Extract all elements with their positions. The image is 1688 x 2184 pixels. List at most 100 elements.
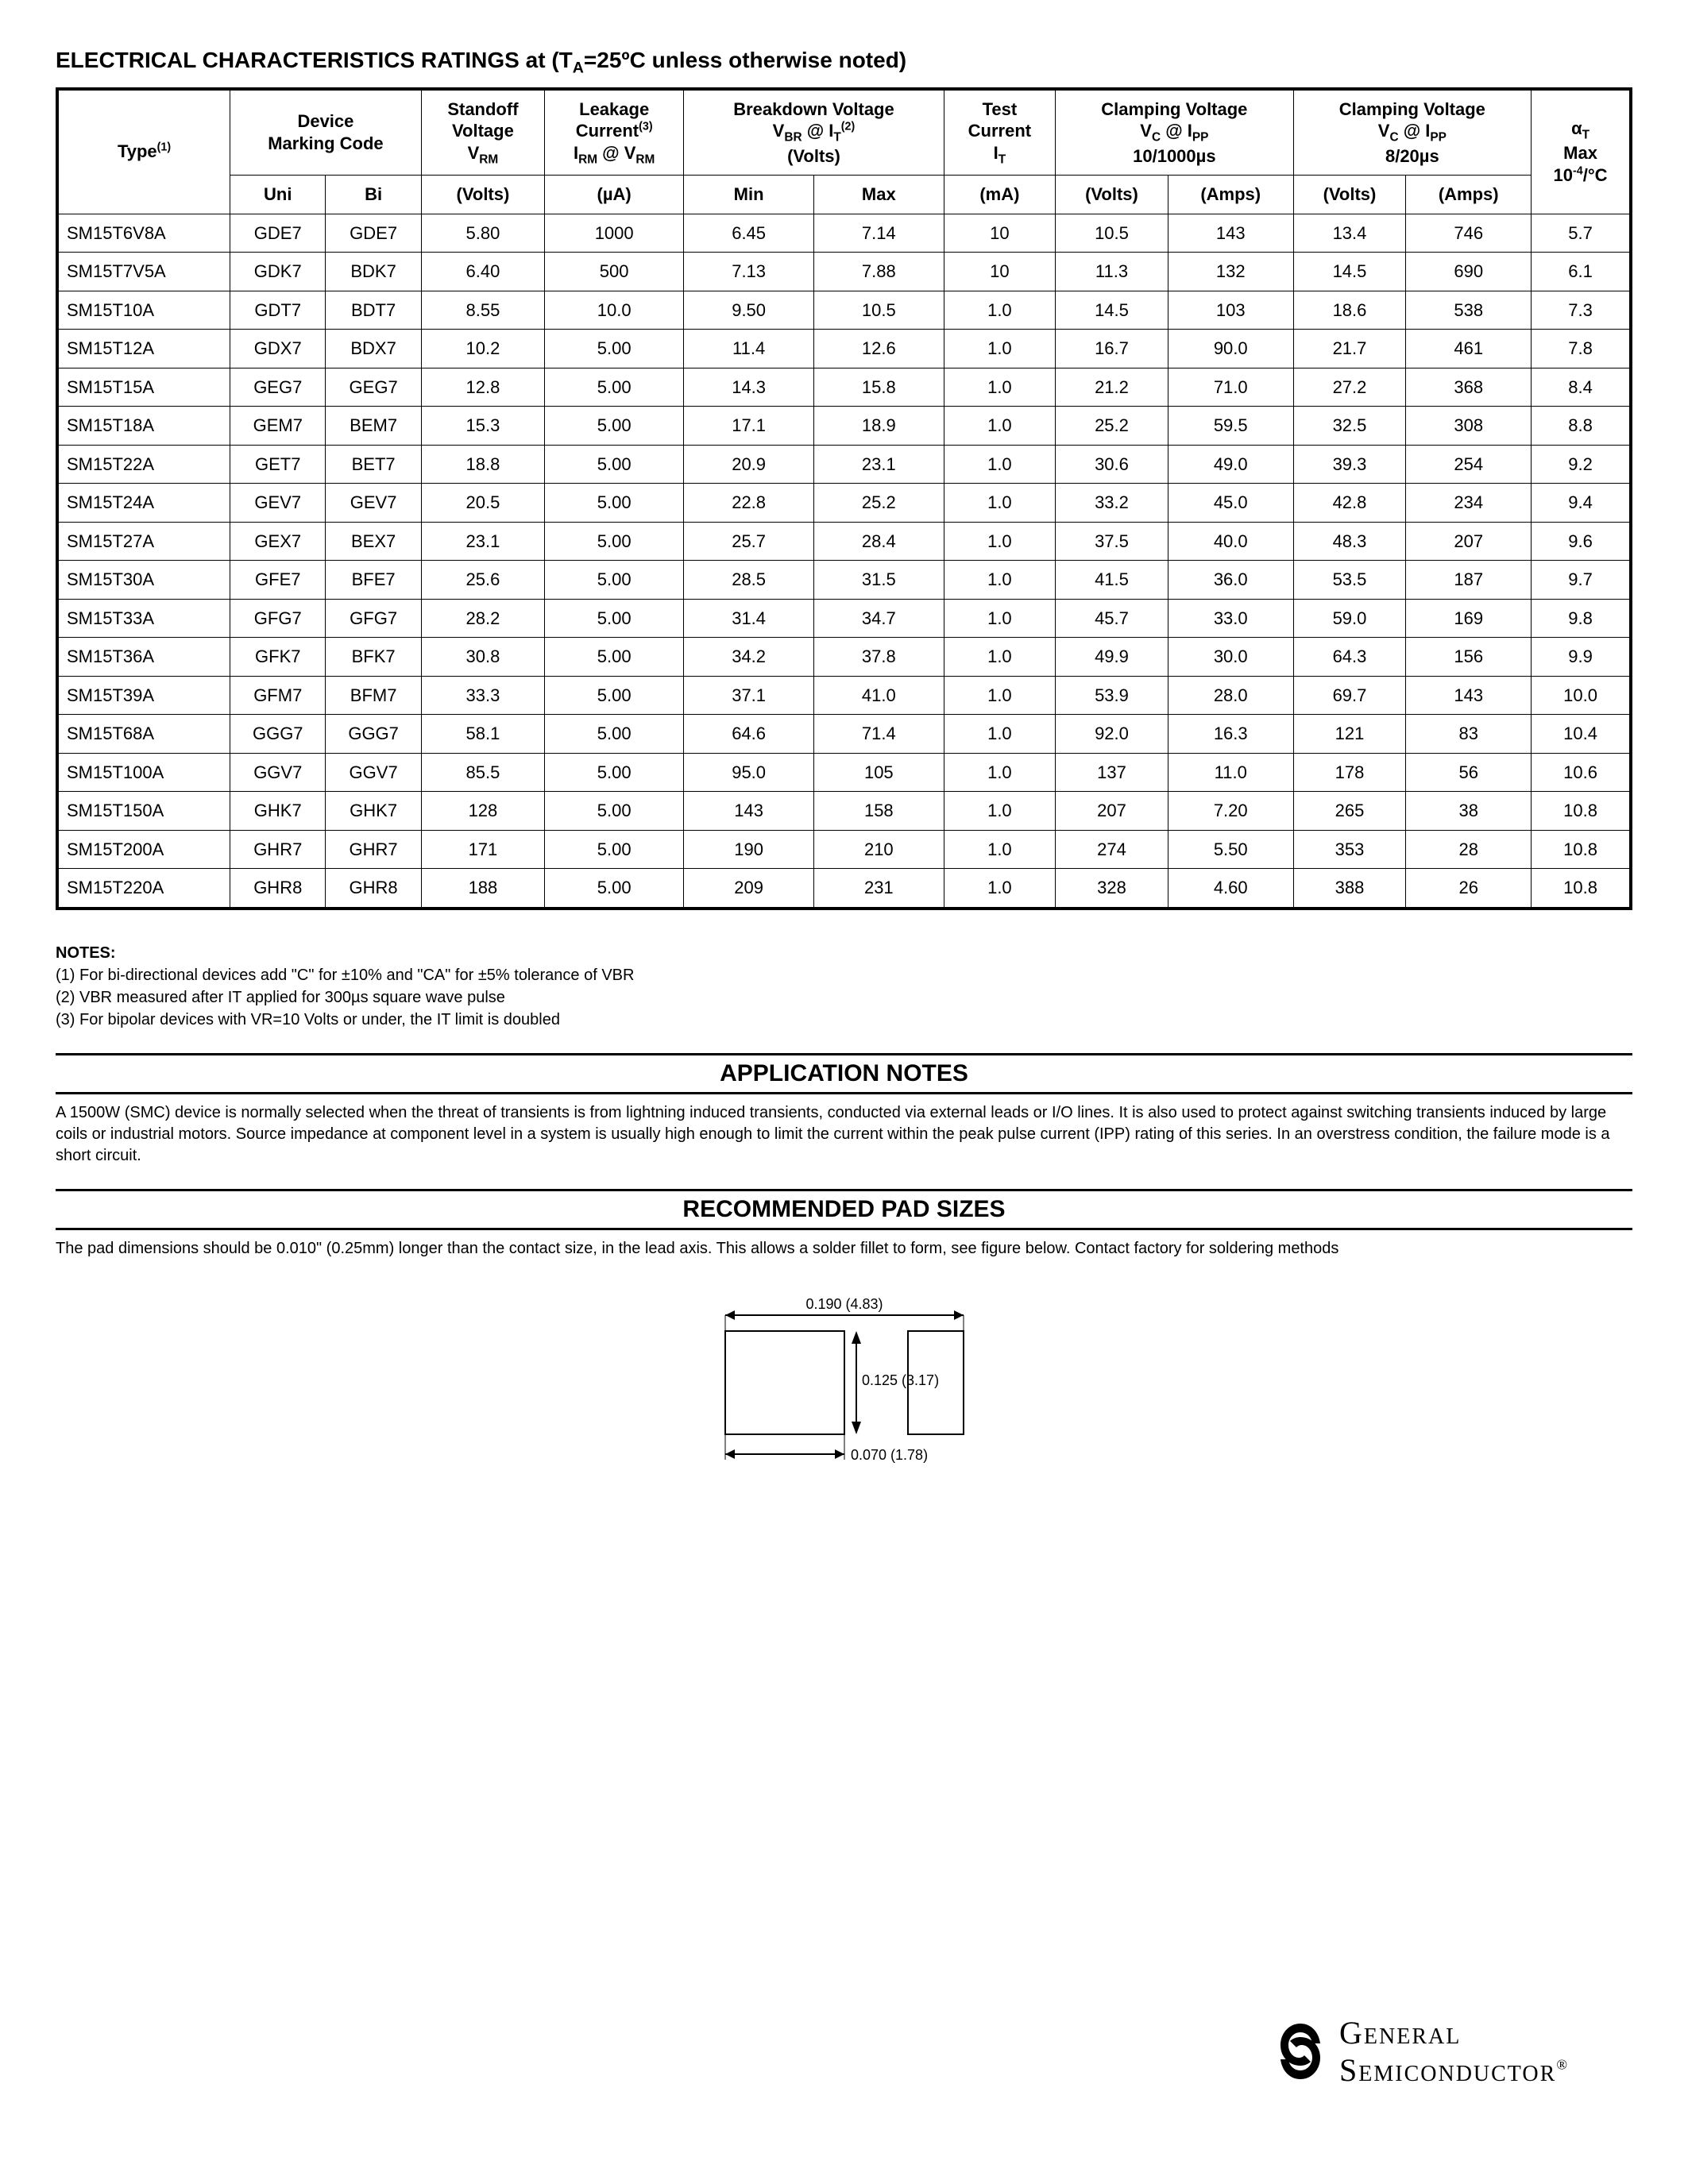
table-cell: GGV7 (326, 753, 421, 792)
th-c2-l1: Clamping Voltage (1339, 99, 1485, 119)
table-cell: GDE7 (326, 214, 421, 253)
table-cell: 30.6 (1056, 445, 1168, 484)
table-cell: 45.7 (1056, 599, 1168, 638)
table-cell: 746 (1406, 214, 1532, 253)
table-cell: GDX7 (230, 330, 326, 369)
table-cell: SM15T200A (57, 830, 230, 869)
table-cell: GEV7 (230, 484, 326, 523)
table-row: SM15T39AGFM7BFM733.35.0037.141.01.053.92… (57, 676, 1631, 715)
table-cell: 10 (944, 253, 1055, 291)
th-c2-a: (Amps) (1406, 176, 1532, 214)
th-c2-l2b-sub: PP (1430, 130, 1447, 144)
table-cell: 30.8 (421, 638, 544, 677)
th-bd-max: Max (813, 176, 944, 214)
table-cell: 15.8 (813, 368, 944, 407)
brand-reg: ® (1556, 2057, 1569, 2073)
table-cell: 90.0 (1168, 330, 1293, 369)
table-cell: 368 (1406, 368, 1532, 407)
table-cell: 59.0 (1293, 599, 1406, 638)
table-cell: 53.9 (1056, 676, 1168, 715)
table-cell: 25.2 (813, 484, 944, 523)
table-cell: 5.00 (545, 522, 684, 561)
table-cell: 56 (1406, 753, 1532, 792)
table-cell: 42.8 (1293, 484, 1406, 523)
th-c1-v: (Volts) (1056, 176, 1168, 214)
th-bd-l3: (Volts) (787, 146, 840, 166)
table-cell: GHR8 (326, 869, 421, 909)
table-cell: 121 (1293, 715, 1406, 754)
table-row: SM15T68AGGG7GGG758.15.0064.671.41.092.01… (57, 715, 1631, 754)
table-cell: SM15T7V5A (57, 253, 230, 291)
table-cell: SM15T10A (57, 291, 230, 330)
table-cell: 1000 (545, 214, 684, 253)
table-cell: 41.5 (1056, 561, 1168, 600)
table-cell: 31.4 (684, 599, 814, 638)
th-leakage-l3b: @ V (597, 143, 635, 163)
table-cell: 156 (1406, 638, 1532, 677)
th-marking: DeviceMarking Code (230, 89, 422, 176)
table-cell: 59.5 (1168, 407, 1293, 446)
brand-top: General (1339, 2015, 1461, 2051)
th-leakage-l2: Current (576, 121, 639, 141)
table-cell: 1.0 (944, 330, 1055, 369)
th-bd-min: Min (684, 176, 814, 214)
table-cell: 25.6 (421, 561, 544, 600)
table-cell: 28 (1406, 830, 1532, 869)
table-cell: SM15T27A (57, 522, 230, 561)
th-c2-l2b: @ I (1399, 121, 1431, 141)
table-cell: 9.50 (684, 291, 814, 330)
table-cell: 254 (1406, 445, 1532, 484)
th-alpha-a: α (1571, 118, 1582, 138)
pad-dim-mid: 0.125 (3.17) (862, 1372, 939, 1388)
th-leakage-l3b-sub: RM (635, 152, 655, 166)
table-cell: 20.9 (684, 445, 814, 484)
th-c2-v: (Volts) (1293, 176, 1406, 214)
table-cell: 27.2 (1293, 368, 1406, 407)
table-cell: 9.4 (1532, 484, 1631, 523)
table-cell: GEV7 (326, 484, 421, 523)
table-cell: 9.8 (1532, 599, 1631, 638)
table-cell: 5.7 (1532, 214, 1631, 253)
table-cell: 49.9 (1056, 638, 1168, 677)
table-cell: 10.6 (1532, 753, 1631, 792)
th-c1-l3: 10/1000µs (1133, 146, 1215, 166)
table-cell: 234 (1406, 484, 1532, 523)
table-cell: 1.0 (944, 599, 1055, 638)
table-cell: 10.5 (1056, 214, 1168, 253)
table-cell: 143 (684, 792, 814, 831)
note-1: (1) For bi-directional devices add "C" f… (56, 964, 1632, 986)
table-cell: GHR7 (326, 830, 421, 869)
table-cell: 188 (421, 869, 544, 909)
table-cell: SM15T15A (57, 368, 230, 407)
th-leakage: Leakage Current(3) IRM @ VRM (545, 89, 684, 176)
table-cell: GDT7 (230, 291, 326, 330)
table-cell: SM15T24A (57, 484, 230, 523)
table-cell: 18.8 (421, 445, 544, 484)
th-uni: Uni (230, 176, 326, 214)
pad-figure: 0.190 (4.83) 0.125 (3.17) 0.070 (1.78) (678, 1291, 1011, 1486)
table-cell: SM15T30A (57, 561, 230, 600)
th-c2-l2a-sub: C (1389, 130, 1398, 144)
table-cell: 49.0 (1168, 445, 1293, 484)
table-row: SM15T36AGFK7BFK730.85.0034.237.81.049.93… (57, 638, 1631, 677)
notes-title: NOTES: (56, 942, 1632, 964)
th-test: Test Current IT (944, 89, 1055, 176)
table-cell: 92.0 (1056, 715, 1168, 754)
table-cell: 1.0 (944, 830, 1055, 869)
table-cell: 5.00 (545, 368, 684, 407)
table-cell: SM15T39A (57, 676, 230, 715)
table-cell: GGG7 (230, 715, 326, 754)
table-cell: 5.50 (1168, 830, 1293, 869)
table-cell: 83 (1406, 715, 1532, 754)
table-cell: 26 (1406, 869, 1532, 909)
table-cell: 171 (421, 830, 544, 869)
th-c1-a: (Amps) (1168, 176, 1293, 214)
table-cell: 18.9 (813, 407, 944, 446)
table-cell: 10 (944, 214, 1055, 253)
table-cell: 10.0 (545, 291, 684, 330)
table-cell: 23.1 (421, 522, 544, 561)
table-cell: 137 (1056, 753, 1168, 792)
table-cell: 461 (1406, 330, 1532, 369)
th-alpha-l3a: 10 (1554, 165, 1573, 185)
table-cell: GGG7 (326, 715, 421, 754)
